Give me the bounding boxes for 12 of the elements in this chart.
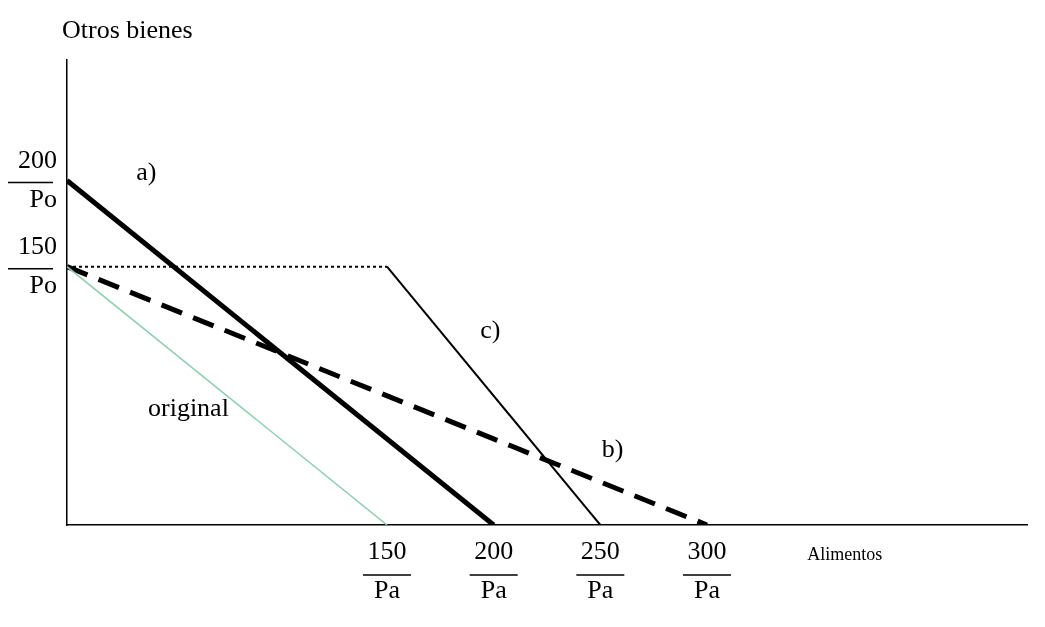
x-tick-label: 150 Pa: [367, 536, 407, 605]
x-tick-label: 200 Pa: [474, 536, 514, 605]
series-label: a): [136, 156, 157, 186]
y-tick-label: 150 Po: [18, 230, 57, 299]
series-label: b): [601, 434, 624, 464]
x-axis-title: Alimentos: [807, 543, 883, 564]
series-label: c): [480, 315, 501, 345]
x-tick-label: 250 Pa: [580, 536, 620, 605]
series-label: original: [148, 392, 229, 422]
x-tick-label: 300 Pa: [687, 536, 727, 605]
y-tick-label: 200 Po: [18, 144, 57, 213]
y-axis-title: Otros bienes: [62, 15, 193, 44]
